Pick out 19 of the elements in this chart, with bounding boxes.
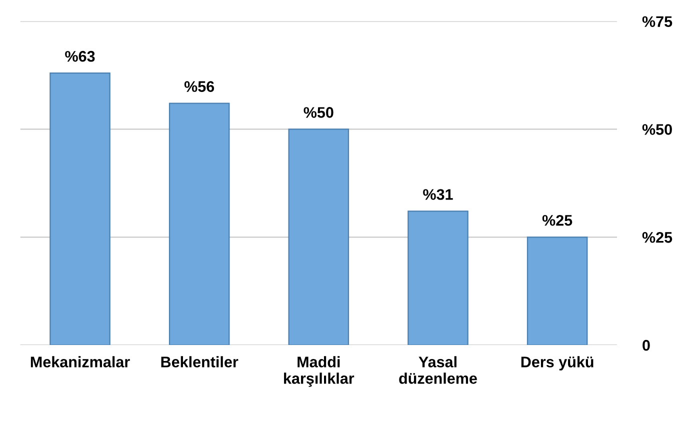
x-tick-label: Beklentiler [161,356,238,368]
y-tick-label: %50 [642,124,672,135]
bar [526,236,588,346]
data-label: %50 [304,107,334,118]
bar [288,128,350,346]
y-tick-label: %75 [642,16,672,27]
bar [50,72,110,346]
data-label: %56 [184,81,214,92]
x-tick-label: Mekanizmalar [30,356,130,368]
x-tick-label: Yasal düzenleme [399,356,477,384]
data-label: %63 [65,50,95,62]
data-label: %31 [423,189,453,200]
bar [408,210,468,346]
x-tick-label: Maddi karşılıklar [284,356,354,387]
bar [168,102,230,346]
x-tick-label: Ders yükü [521,356,594,370]
data-label: %25 [542,214,572,226]
y-tick-label: %25 [642,232,672,243]
y-tick-label: 0 [642,340,650,351]
